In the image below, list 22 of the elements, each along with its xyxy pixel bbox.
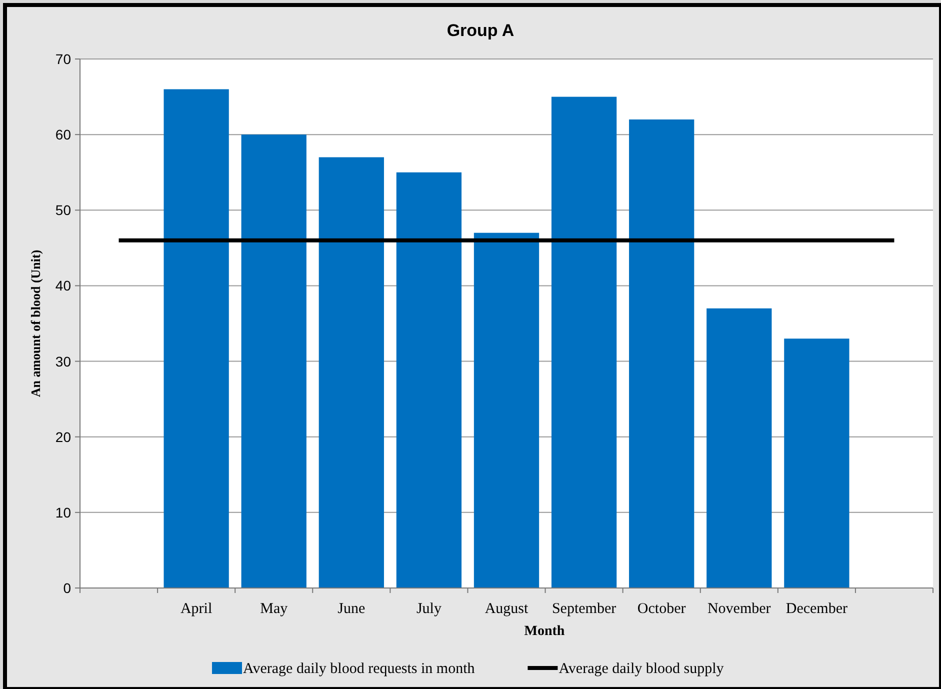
legend-label: Average daily blood supply: [558, 661, 724, 677]
y-tick-label: 70: [55, 51, 72, 67]
x-tick-label: November: [707, 601, 771, 617]
x-tick-label: September: [552, 601, 616, 617]
x-tick-label: July: [416, 601, 442, 617]
x-axis-title: Month: [524, 624, 565, 639]
y-tick-label: 30: [55, 353, 72, 370]
y-tick-label: 10: [55, 504, 72, 520]
x-tick-label: August: [484, 601, 529, 617]
y-tick-label: 0: [63, 580, 72, 596]
y-tick-label: 20: [55, 428, 72, 445]
x-tick-label: October: [637, 601, 686, 617]
x-tick-label: May: [260, 601, 288, 617]
y-axis-title: An amount of blood (Unit): [28, 250, 43, 398]
x-tick-label: April: [180, 601, 212, 617]
y-tick-label: 50: [55, 202, 72, 218]
y-tick-label: 40: [55, 278, 72, 294]
chart-title: Group A: [446, 21, 514, 40]
x-tick-label: December: [786, 601, 848, 617]
legend-label: Average daily blood requests in month: [243, 661, 476, 677]
y-tick-label: 60: [55, 126, 72, 143]
x-tick-label: June: [338, 601, 366, 617]
